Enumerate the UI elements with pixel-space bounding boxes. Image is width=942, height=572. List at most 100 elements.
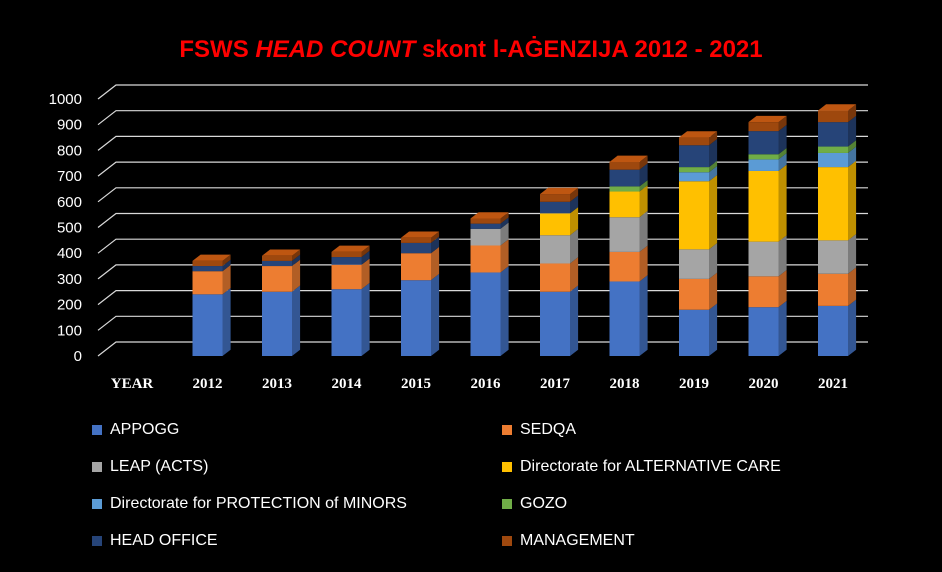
bar-side-appogg-2021 (848, 299, 857, 356)
bar-stack-2017 (540, 187, 579, 356)
bar-directorate-for-alternative-care-2017 (540, 213, 570, 236)
bar-sedqa-2012 (192, 271, 223, 295)
bar-side-head-office-2019 (709, 138, 718, 168)
legend-item-directorate-for-protection-of-minors: Directorate for PROTECTION of MINORS (92, 492, 502, 516)
legend-swatch (92, 499, 102, 509)
bar-side-management-2020 (778, 115, 787, 132)
bar-stack-2018 (609, 155, 648, 356)
y-tick-label: 400 (57, 245, 82, 262)
bar-side-directorate-for-alternative-care-2019 (709, 174, 718, 250)
bar-sedqa-2016 (470, 245, 501, 273)
bar-side-management-2019 (709, 131, 718, 146)
bar-side-sedqa-2017 (570, 257, 579, 292)
bar-leap-acts-2021 (818, 240, 848, 274)
legend-label: Directorate for ALTERNATIVE CARE (520, 458, 781, 475)
bar-directorate-for-alternative-care-2018 (609, 191, 640, 218)
legend-swatch (502, 462, 512, 472)
legend-item-management: MANAGEMENT (502, 529, 872, 553)
legend-swatch (92, 536, 102, 546)
bar-sedqa-2018 (609, 251, 640, 282)
bar-head-office-2018 (609, 169, 640, 187)
legend-swatch (502, 536, 512, 546)
y-axis: 0 100 200 300 400 500 600 700 800 900 1000 (49, 91, 82, 365)
bar-side-leap-acts-2021 (848, 234, 857, 274)
bar-directorate-for-alternative-care-2020 (748, 170, 779, 242)
y-tick-label: 700 (57, 168, 82, 185)
bar-appogg-2020 (748, 307, 779, 356)
y-tick-label: 600 (57, 194, 82, 211)
legend-swatch (502, 499, 512, 509)
bar-head-office-2019 (679, 145, 709, 168)
bar-management-2015 (401, 237, 431, 243)
bar-side-directorate-for-alternative-care-2020 (778, 164, 787, 242)
bar-stack-2015 (401, 231, 440, 356)
legend-item-head-office: HEAD OFFICE (92, 529, 502, 553)
title-part-2: HEAD COUNT (255, 36, 416, 63)
bar-head-office-2013 (262, 260, 292, 267)
bar-appogg-2013 (262, 291, 292, 356)
bar-appogg-2012 (192, 294, 223, 356)
bar-side-management-2016 (500, 212, 509, 224)
bar-side-directorate-for-alternative-care-2018 (639, 185, 648, 218)
bar-top-2012 (192, 254, 231, 261)
bar-stack-2014 (331, 245, 370, 356)
x-tick-label: 2021 (818, 376, 848, 392)
bar-top-2016 (470, 212, 509, 219)
bar-side-appogg-2016 (500, 266, 509, 356)
bar-top-2014 (331, 245, 370, 252)
bar-side-leap-acts-2016 (500, 222, 509, 246)
bar-management-2013 (262, 255, 292, 261)
bar-side-sedqa-2013 (292, 259, 301, 292)
bar-directorate-for-protection-of-minors-2019 (679, 172, 709, 182)
bar-sedqa-2019 (679, 278, 709, 310)
bar-stack-2021 (818, 104, 857, 356)
bar-side-gozo-2019 (709, 160, 718, 173)
y-tick-label: 0 (74, 348, 82, 365)
bar-side-directorate-for-protection-of-minors-2020 (778, 153, 787, 171)
legend-label: LEAP (ACTS) (110, 458, 209, 475)
legend-item-sedqa: SEDQA (502, 418, 872, 442)
bar-management-2014 (331, 251, 362, 258)
bar-leap-acts-2016 (470, 228, 501, 246)
x-tick-label: 2019 (679, 376, 709, 392)
bar-directorate-for-alternative-care-2021 (818, 167, 848, 241)
x-tick-label: 2013 (262, 376, 292, 392)
y-tick-label: 1000 (49, 91, 82, 108)
bar-appogg-2021 (818, 305, 848, 356)
bar-side-leap-acts-2018 (639, 210, 648, 252)
x-axis-label: YEAR (111, 376, 154, 392)
bar-management-2019 (679, 137, 709, 146)
bar-gozo-2020 (748, 154, 779, 160)
bars (192, 104, 857, 356)
bar-side-management-2017 (570, 187, 579, 202)
bar-side-head-office-2015 (431, 236, 440, 254)
bar-stack-2012 (192, 254, 231, 356)
bar-side-head-office-2016 (500, 217, 509, 229)
legend-swatch (502, 425, 512, 435)
bar-side-sedqa-2012 (222, 264, 231, 295)
bar-top-2013 (262, 249, 301, 256)
bar-side-head-office-2017 (570, 195, 579, 214)
bar-leap-acts-2020 (748, 241, 779, 277)
gridline (97, 135, 868, 151)
bar-sedqa-2021 (818, 273, 848, 306)
bar-side-head-office-2013 (292, 254, 301, 267)
legend-label: APPOGG (110, 421, 180, 438)
legend-swatch (92, 462, 102, 472)
gridline (97, 84, 868, 100)
bar-gozo-2019 (679, 167, 709, 173)
bar-side-sedqa-2014 (361, 258, 370, 290)
bar-management-2020 (748, 122, 779, 132)
bar-head-office-2020 (748, 131, 779, 155)
chart-title: FSWS HEAD COUNT skont l-AĠENZIJA 2012 - … (0, 36, 942, 64)
bar-management-2012 (192, 260, 223, 267)
bar-side-management-2015 (431, 231, 440, 243)
bar-side-sedqa-2015 (431, 246, 440, 281)
x-tick-label: 2017 (540, 376, 571, 392)
bar-side-appogg-2013 (292, 285, 301, 356)
legend-label: Directorate for PROTECTION of MINORS (110, 495, 407, 512)
bar-head-office-2021 (818, 122, 848, 147)
bar-side-appogg-2012 (222, 288, 231, 356)
bar-stack-2020 (748, 115, 787, 356)
bar-head-office-2017 (540, 201, 570, 214)
